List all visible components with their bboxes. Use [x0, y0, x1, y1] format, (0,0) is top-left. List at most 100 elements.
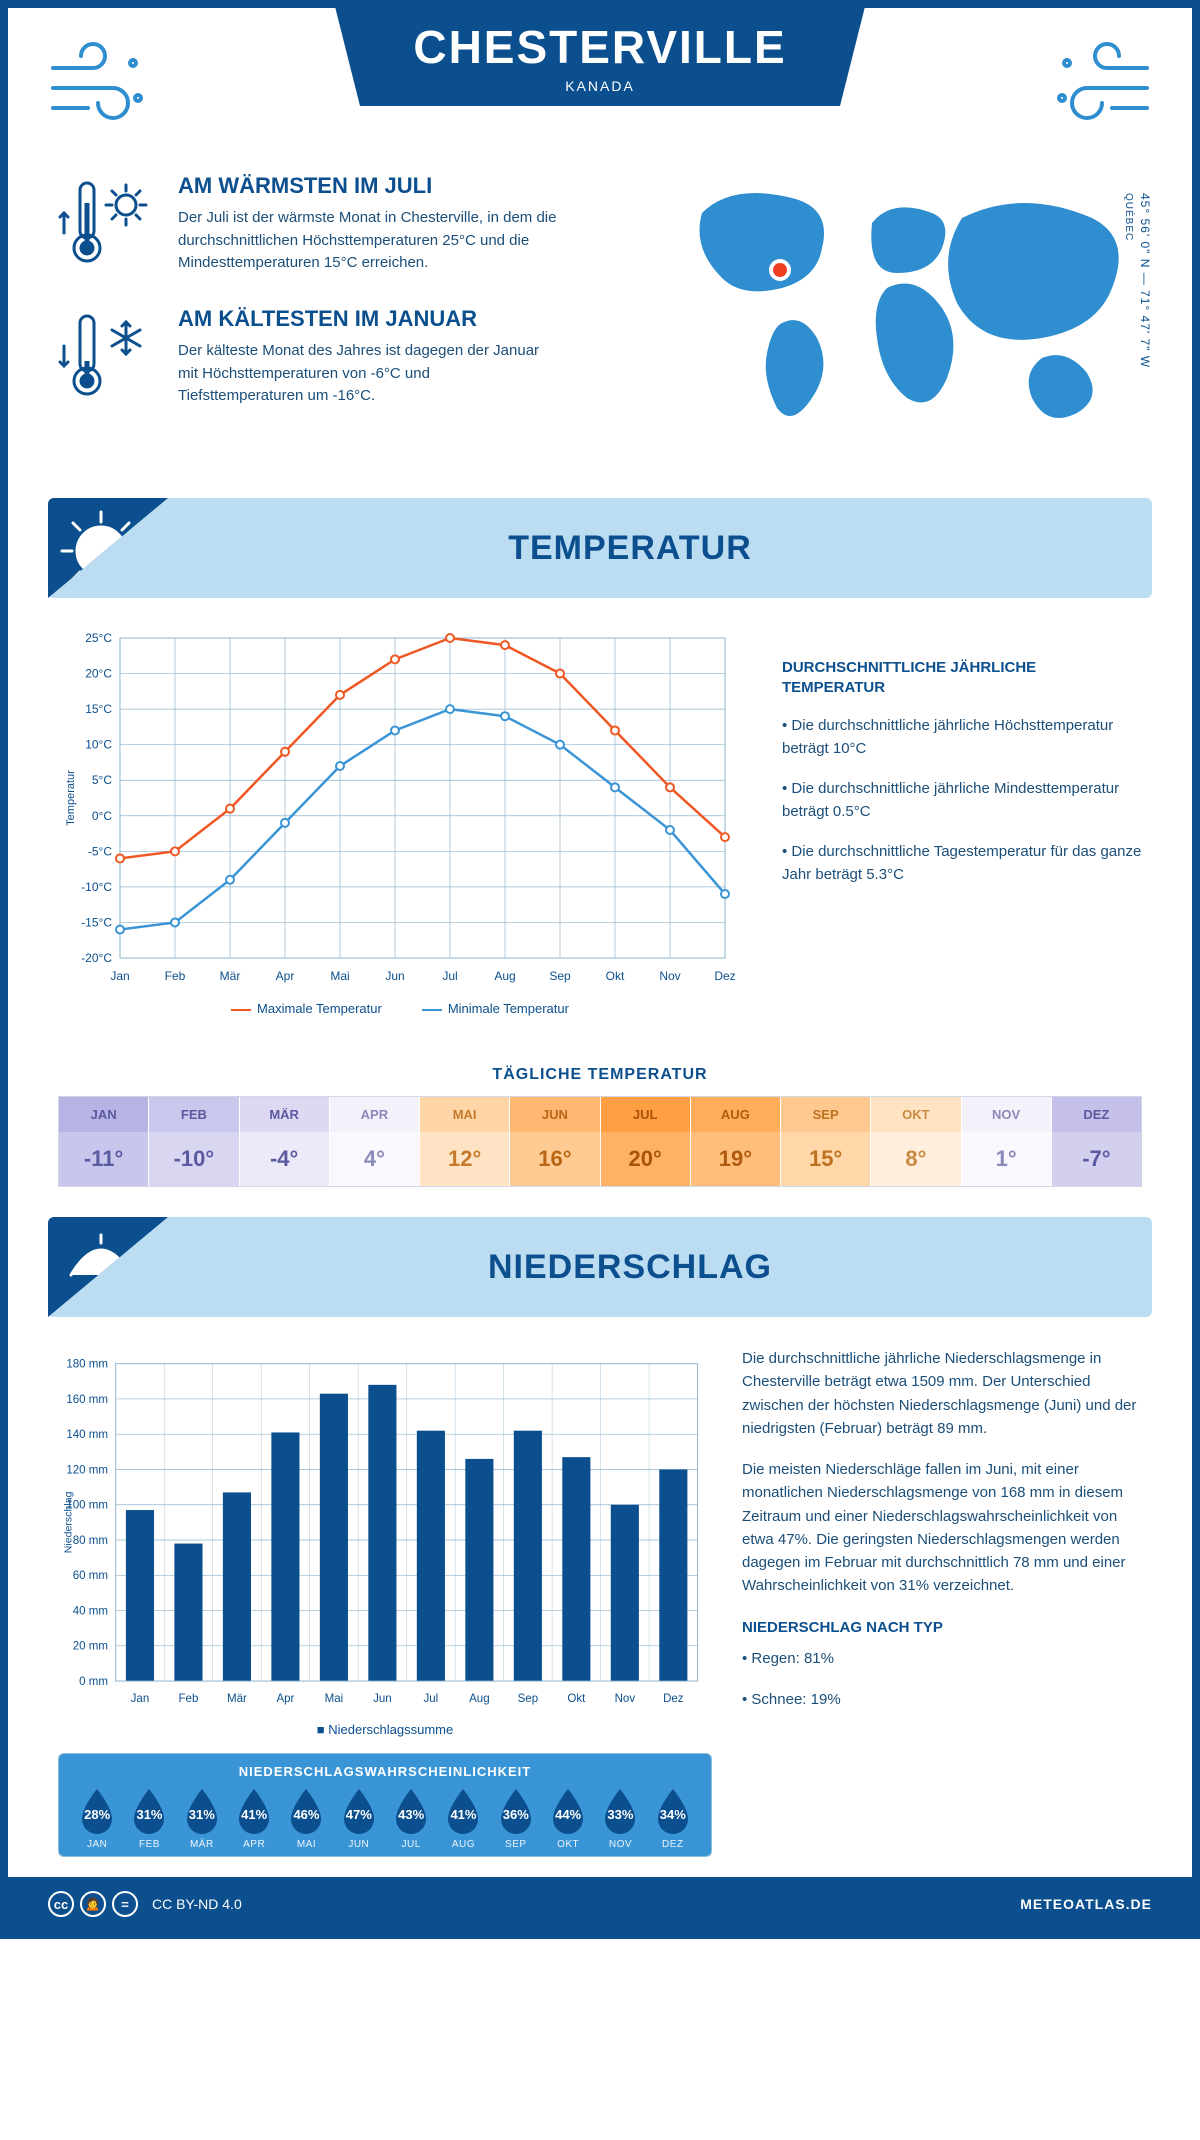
fact-coldest: AM KÄLTESTEN IM JANUAR Der kälteste Mona… [58, 306, 622, 411]
svg-text:Mai: Mai [330, 969, 349, 983]
temperature-summary-text: DURCHSCHNITTLICHE JÄHRLICHE TEMPERATUR •… [782, 628, 1142, 1016]
svg-text:0 mm: 0 mm [79, 1676, 108, 1688]
temp-bullet-1: • Die durchschnittliche jährliche Höchst… [782, 715, 1142, 760]
svg-text:140 mm: 140 mm [66, 1429, 108, 1441]
license-block: cc 🙍 = CC BY-ND 4.0 [48, 1891, 242, 1917]
svg-text:-10°C: -10°C [81, 880, 112, 894]
prob-cell: 41%APR [228, 1787, 280, 1850]
svg-text:Apr: Apr [276, 1693, 294, 1705]
precip-probability-box: NIEDERSCHLAGSWAHRSCHEINLICHKEIT 28%JAN31… [58, 1753, 712, 1857]
nd-icon: = [112, 1891, 138, 1917]
coordinates: 45° 56' 0" N — 71° 47' 7" W [1138, 193, 1152, 368]
temp-text-heading: DURCHSCHNITTLICHE JÄHRLICHE TEMPERATUR [782, 658, 1142, 697]
section-title-temperature: TEMPERATUR [108, 529, 1152, 568]
svg-text:-15°C: -15°C [81, 915, 112, 929]
svg-text:Dez: Dez [714, 969, 735, 983]
prob-cell: 36%SEP [490, 1787, 542, 1850]
svg-text:Jan: Jan [110, 969, 129, 983]
svg-text:Temperatur: Temperatur [65, 770, 77, 826]
fact-coldest-text: Der kälteste Monat des Jahres ist dagege… [178, 340, 558, 408]
svg-text:180 mm: 180 mm [66, 1359, 108, 1371]
infographic-container: CHESTERVILLE KANADA [0, 0, 1200, 1939]
daily-cell: APR4° [330, 1097, 420, 1186]
region-label: QUÉBEC [1123, 193, 1134, 241]
precip-p2: Die meisten Niederschläge fallen im Juni… [742, 1458, 1142, 1598]
section-title-precip: NIEDERSCHLAG [108, 1248, 1152, 1287]
svg-text:Aug: Aug [469, 1693, 490, 1705]
footer: cc 🙍 = CC BY-ND 4.0 METEOATLAS.DE [8, 1877, 1192, 1931]
svg-text:120 mm: 120 mm [66, 1464, 108, 1476]
svg-text:Mär: Mär [227, 1693, 247, 1705]
svg-text:40 mm: 40 mm [73, 1605, 108, 1617]
svg-text:Sep: Sep [518, 1693, 539, 1705]
svg-text:Niederschlag: Niederschlag [62, 1491, 74, 1553]
city-title: CHESTERVILLE [413, 20, 786, 74]
svg-text:Dez: Dez [663, 1693, 684, 1705]
wind-icon-left [48, 38, 168, 143]
summary-facts: AM WÄRMSTEN IM JULI Der Juli ist der wär… [58, 173, 622, 458]
svg-text:Jul: Jul [424, 1693, 439, 1705]
prob-cell: 31%FEB [123, 1787, 175, 1850]
title-banner: CHESTERVILLE KANADA [333, 0, 866, 106]
temperature-section: -20°C-15°C-10°C-5°C0°C5°C10°C15°C20°C25°… [8, 618, 1192, 1036]
thermometer-snow-icon [58, 306, 158, 411]
world-map-icon [662, 173, 1142, 458]
temp-bullet-3: • Die durchschnittliche Tagestemperatur … [782, 841, 1142, 886]
thermometer-sun-icon [58, 173, 158, 278]
svg-text:Okt: Okt [606, 969, 625, 983]
svg-text:20 mm: 20 mm [73, 1641, 108, 1653]
prob-cell: 44%OKT [542, 1787, 594, 1850]
prob-cell: 47%JUN [333, 1787, 385, 1850]
daily-cell: JUL20° [601, 1097, 691, 1186]
daily-temp-table: JAN-11°FEB-10°MÄR-4°APR4°MAI12°JUN16°JUL… [58, 1096, 1142, 1187]
svg-text:Okt: Okt [567, 1693, 586, 1705]
precip-legend: Niederschlagssumme [58, 1722, 712, 1737]
daily-temp-title: TÄGLICHE TEMPERATUR [8, 1066, 1192, 1084]
daily-cell: JUN16° [510, 1097, 600, 1186]
daily-cell: MAI12° [420, 1097, 510, 1186]
svg-text:Nov: Nov [659, 969, 680, 983]
fact-warmest-title: AM WÄRMSTEN IM JULI [178, 173, 558, 199]
svg-text:Feb: Feb [165, 969, 186, 983]
svg-text:Jul: Jul [442, 969, 457, 983]
daily-cell: SEP15° [781, 1097, 871, 1186]
svg-text:Apr: Apr [276, 969, 295, 983]
svg-text:Feb: Feb [179, 1693, 199, 1705]
svg-text:15°C: 15°C [85, 702, 112, 716]
precip-type-heading: NIEDERSCHLAG NACH TYP [742, 1616, 1142, 1639]
temperature-banner: TEMPERATUR [48, 498, 1152, 598]
precip-p1: Die durchschnittliche jährliche Niedersc… [742, 1347, 1142, 1440]
svg-text:Mai: Mai [325, 1693, 344, 1705]
fact-coldest-title: AM KÄLTESTEN IM JANUAR [178, 306, 558, 332]
svg-text:Nov: Nov [615, 1693, 636, 1705]
precip-type-rain: • Regen: 81% [742, 1647, 1142, 1670]
legend-max: Maximale Temperatur [231, 1001, 382, 1016]
brand: METEOATLAS.DE [1020, 1896, 1152, 1912]
svg-text:Mär: Mär [220, 969, 241, 983]
temp-bullet-2: • Die durchschnittliche jährliche Mindes… [782, 778, 1142, 823]
svg-text:10°C: 10°C [85, 738, 112, 752]
prob-row: 28%JAN31%FEB31%MÄR41%APR46%MAI47%JUN43%J… [71, 1787, 699, 1850]
fact-warmest: AM WÄRMSTEN IM JULI Der Juli ist der wär… [58, 173, 622, 278]
svg-text:Jun: Jun [385, 969, 404, 983]
svg-text:0°C: 0°C [92, 809, 112, 823]
daily-cell: MÄR-4° [240, 1097, 330, 1186]
svg-text:Sep: Sep [549, 969, 571, 983]
svg-text:-5°C: -5°C [88, 844, 112, 858]
daily-cell: AUG19° [691, 1097, 781, 1186]
svg-text:Aug: Aug [494, 969, 515, 983]
svg-text:5°C: 5°C [92, 773, 112, 787]
country-subtitle: KANADA [413, 78, 786, 94]
wind-icon-right [1032, 38, 1152, 143]
prob-cell: 34%DEZ [647, 1787, 699, 1850]
prob-cell: 43%JUL [385, 1787, 437, 1850]
world-map-panel: QUÉBEC 45° 56' 0" N — 71° 47' 7" W [662, 173, 1142, 458]
prob-title: NIEDERSCHLAGSWAHRSCHEINLICHKEIT [71, 1764, 699, 1779]
prob-cell: 31%MÄR [176, 1787, 228, 1850]
svg-text:-20°C: -20°C [81, 951, 112, 965]
temperature-chart: -20°C-15°C-10°C-5°C0°C5°C10°C15°C20°C25°… [58, 628, 742, 1016]
svg-text:160 mm: 160 mm [66, 1394, 108, 1406]
precip-chart: 0 mm20 mm40 mm60 mm80 mm100 mm120 mm140 … [58, 1347, 712, 1857]
svg-text:Jan: Jan [131, 1693, 150, 1705]
daily-cell: NOV1° [962, 1097, 1052, 1186]
